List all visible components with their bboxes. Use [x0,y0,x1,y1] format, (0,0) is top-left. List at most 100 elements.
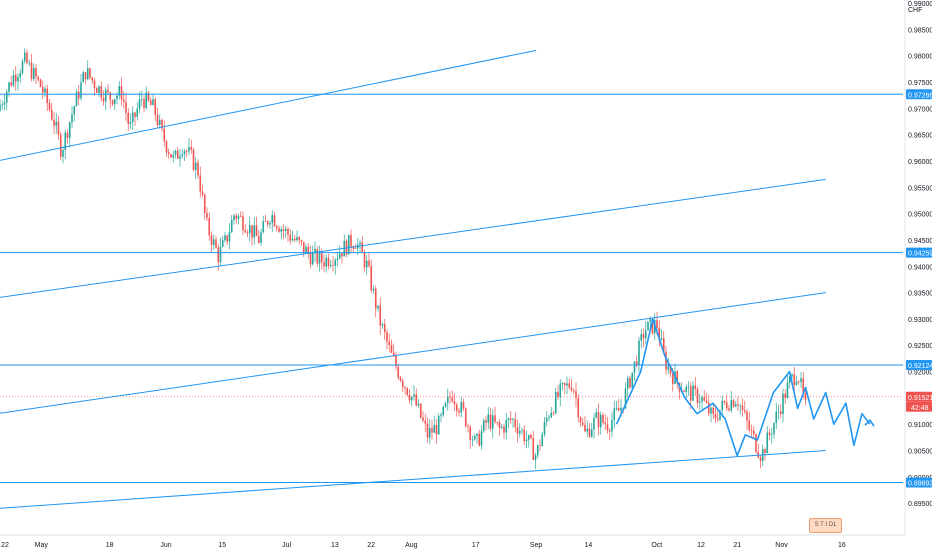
candle [453,393,456,411]
candle-body [77,91,80,99]
candle [68,121,71,148]
candle-body [804,392,807,400]
candle [728,405,730,412]
candle-body [606,424,609,431]
y-tick-label: 0.94500 [908,238,932,245]
candle-body [570,387,573,391]
candle-body [446,396,449,404]
candle-body [104,89,107,102]
candle [633,361,636,381]
candle [237,213,240,225]
candle [305,243,307,254]
candle [705,393,708,404]
candle [422,411,424,423]
indicator-badge[interactable]: S T I D1 [809,518,842,533]
candle-body [548,417,550,418]
candle [183,149,186,162]
candle [401,378,404,392]
candle [406,387,409,397]
candle-body [386,332,388,342]
candle [143,95,145,113]
candle-body [543,421,546,435]
candle [149,97,152,106]
candle-body [147,92,150,101]
candle-body [1,104,4,106]
candle-body [100,86,103,98]
candle-body [210,235,213,245]
candle-body [775,411,778,424]
candle [300,239,303,246]
candle-body [422,417,424,421]
candle [84,72,87,85]
candle-body [282,229,285,231]
candle-body [701,397,703,402]
candle [21,58,24,75]
candle-body [32,67,35,80]
candle-body [676,371,679,384]
candle-body [341,253,343,257]
candle-body [185,151,188,153]
candle-body [550,412,553,418]
candle [750,424,753,438]
candle [725,394,728,412]
candle-body [46,88,49,104]
y-tick-label: 0.93500 [908,291,932,298]
candle-body [59,134,62,157]
candle [10,76,13,88]
candle [296,230,298,242]
candle-body [480,431,483,446]
candle-body [626,377,629,389]
candle-body [165,141,168,153]
candle-body [289,234,292,241]
candle [170,153,172,159]
level-badge-box [906,360,932,371]
candle-body [172,154,175,158]
candle-body [788,376,791,383]
level-badge-box [906,89,932,100]
wave-pattern-layer [615,318,875,457]
candle-body [188,147,190,152]
candle [291,230,294,242]
candle-body [192,149,195,170]
candle-body [370,265,373,291]
candle [5,89,8,111]
candle [611,412,613,437]
candle-body [372,288,375,291]
x-tick-label: 15 [218,542,226,549]
candle [75,89,78,107]
candle-body [242,216,244,231]
candle [140,90,143,107]
candle [66,129,69,144]
candle [687,381,690,397]
candle [194,157,197,180]
candle [507,417,510,429]
candle-body [158,119,161,126]
candle [379,297,382,335]
candle [662,331,665,354]
candle-body [494,415,496,422]
candle-body [5,91,8,103]
candle [154,97,157,122]
candle-body [390,345,393,353]
level-badge-label: 0.94259 [908,251,932,258]
candle-body [800,378,802,383]
candle-body [8,82,10,92]
candle-body [460,402,463,413]
candle-body [246,232,249,234]
candle [773,422,775,439]
candle-body [588,428,591,437]
y-tick-label: 0.94000 [908,264,932,271]
candle-body [248,225,251,234]
candle-body [487,414,490,423]
candle-body [309,253,312,265]
candle [361,235,364,253]
candle-body [39,79,42,87]
candle-body [498,422,501,428]
candle [311,245,314,266]
candle [692,381,694,401]
candle [118,81,121,100]
candle-body [98,86,100,93]
candle [552,410,555,416]
